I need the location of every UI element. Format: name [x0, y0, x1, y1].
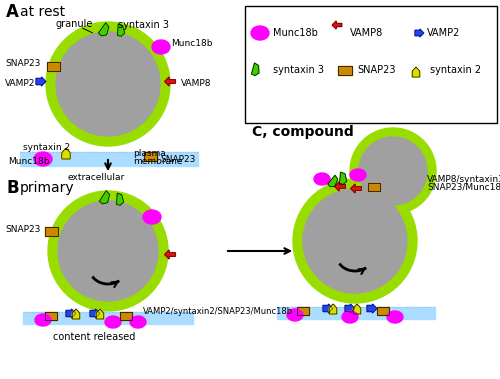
Polygon shape — [66, 309, 76, 318]
Circle shape — [46, 22, 170, 146]
Polygon shape — [323, 304, 333, 313]
Polygon shape — [96, 309, 104, 319]
Circle shape — [58, 201, 158, 301]
Text: content released: content released — [53, 332, 136, 342]
Text: membrane: membrane — [133, 158, 182, 166]
Ellipse shape — [152, 40, 170, 54]
Ellipse shape — [387, 311, 403, 323]
Text: A: A — [6, 3, 19, 21]
Text: at rest: at rest — [20, 5, 65, 19]
FancyBboxPatch shape — [245, 6, 497, 123]
Polygon shape — [164, 250, 175, 259]
Polygon shape — [353, 304, 361, 314]
Polygon shape — [415, 29, 424, 37]
Polygon shape — [98, 23, 109, 36]
FancyBboxPatch shape — [144, 152, 156, 160]
Circle shape — [293, 179, 417, 303]
FancyBboxPatch shape — [45, 312, 57, 320]
FancyBboxPatch shape — [44, 227, 58, 235]
Text: SNAP23: SNAP23 — [357, 65, 396, 75]
Text: extracellular: extracellular — [68, 172, 125, 182]
FancyBboxPatch shape — [20, 152, 198, 166]
Polygon shape — [412, 67, 420, 77]
Text: Munc18b: Munc18b — [171, 39, 212, 49]
Text: Munc18b: Munc18b — [8, 157, 50, 166]
Text: SNAP23/Munc18b: SNAP23/Munc18b — [427, 183, 500, 191]
Ellipse shape — [342, 311, 358, 323]
Text: C, compound: C, compound — [252, 125, 354, 139]
Text: syntaxin 3: syntaxin 3 — [273, 65, 324, 75]
Circle shape — [56, 32, 160, 136]
Ellipse shape — [105, 316, 121, 328]
Polygon shape — [367, 304, 377, 313]
Polygon shape — [90, 309, 100, 318]
Ellipse shape — [143, 210, 161, 224]
Ellipse shape — [34, 152, 52, 166]
Polygon shape — [328, 175, 338, 187]
Text: syntaxin 3: syntaxin 3 — [118, 20, 169, 30]
FancyBboxPatch shape — [297, 307, 309, 315]
FancyBboxPatch shape — [23, 312, 193, 324]
Polygon shape — [345, 304, 355, 313]
Ellipse shape — [350, 169, 366, 181]
Ellipse shape — [314, 173, 330, 185]
Circle shape — [303, 189, 407, 293]
Ellipse shape — [287, 309, 303, 321]
Text: primary: primary — [20, 181, 74, 195]
Ellipse shape — [251, 26, 269, 40]
Text: granule: granule — [55, 19, 92, 29]
Polygon shape — [332, 21, 342, 29]
FancyBboxPatch shape — [338, 66, 352, 75]
FancyBboxPatch shape — [377, 307, 389, 315]
FancyBboxPatch shape — [120, 312, 132, 320]
Polygon shape — [118, 24, 124, 36]
Circle shape — [48, 191, 168, 311]
Polygon shape — [62, 148, 70, 159]
FancyBboxPatch shape — [277, 307, 435, 319]
Polygon shape — [36, 77, 46, 86]
Text: VAMP2/syntaxin2/SNAP23/Munc18b: VAMP2/syntaxin2/SNAP23/Munc18b — [143, 307, 293, 316]
Polygon shape — [116, 193, 123, 205]
Circle shape — [359, 137, 427, 205]
Text: syntaxin 2: syntaxin 2 — [23, 144, 70, 152]
Text: syntaxin 2: syntaxin 2 — [430, 65, 481, 75]
FancyBboxPatch shape — [46, 61, 60, 70]
Text: SNAP23: SNAP23 — [5, 224, 41, 233]
FancyBboxPatch shape — [368, 183, 380, 191]
Circle shape — [350, 128, 436, 214]
Text: plasma: plasma — [133, 149, 166, 158]
Text: VAMP8/syntaxin3/: VAMP8/syntaxin3/ — [427, 174, 500, 183]
Polygon shape — [329, 304, 337, 314]
Polygon shape — [100, 191, 110, 204]
Text: VAMP8: VAMP8 — [181, 78, 212, 88]
Text: VAMP2: VAMP2 — [427, 28, 460, 38]
Polygon shape — [72, 309, 80, 319]
Polygon shape — [252, 63, 259, 75]
Text: SNAP23: SNAP23 — [160, 155, 196, 164]
Polygon shape — [350, 184, 362, 193]
Text: Munc18b: Munc18b — [273, 28, 318, 38]
Text: SNAP23: SNAP23 — [5, 60, 41, 69]
Polygon shape — [334, 182, 345, 191]
Text: VAMP2: VAMP2 — [5, 80, 36, 89]
Ellipse shape — [35, 314, 51, 326]
Polygon shape — [340, 172, 347, 184]
Polygon shape — [164, 77, 175, 86]
Text: VAMP8: VAMP8 — [350, 28, 384, 38]
Text: B: B — [6, 179, 18, 197]
Ellipse shape — [130, 316, 146, 328]
